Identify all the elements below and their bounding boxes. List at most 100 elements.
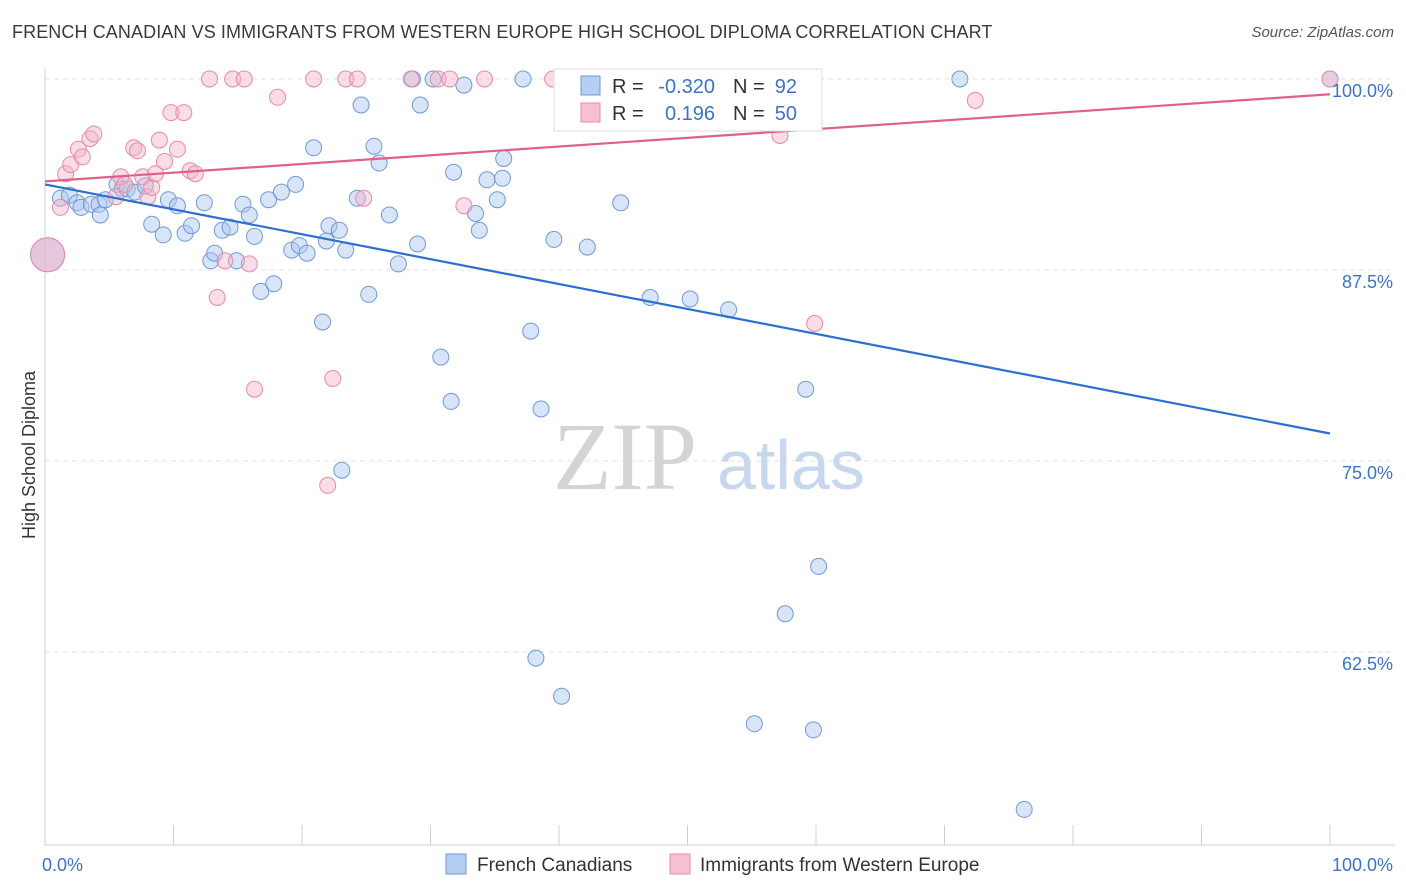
western-europe-point-25 <box>208 289 226 306</box>
french-canadian-point-79 <box>776 605 794 623</box>
y-axis-label: High School Diploma <box>19 370 39 539</box>
french-canadian-point-83 <box>951 70 969 88</box>
french-canadian-point-65 <box>514 70 532 88</box>
western-europe-point-30 <box>246 380 263 398</box>
western-europe-point-5 <box>73 148 91 166</box>
french-canadian-point-1 <box>51 189 69 207</box>
x-tick-labels: 0.0% 100.0% <box>42 855 1393 875</box>
source-label: Source: ZipAtlas.com <box>1251 24 1394 41</box>
legend-n-label-2: N = <box>733 103 765 125</box>
y-tick-label-3: 62.5% <box>1342 654 1393 674</box>
western-europe-point-47 <box>806 315 824 332</box>
french-canadian-point-69 <box>545 230 563 248</box>
x-tick-label-1: 100.0% <box>1332 855 1393 875</box>
french-canadian-point-25 <box>228 252 245 270</box>
legend-n-label-1: N = <box>733 76 765 98</box>
french-canadian-point-53 <box>411 96 429 114</box>
western-europe-point-21 <box>175 104 193 122</box>
western-europe-point-38 <box>402 70 420 88</box>
legend-r-label-1: R = <box>612 76 644 98</box>
french-canadian-point-70 <box>553 687 571 705</box>
western-europe-point-42 <box>476 70 493 88</box>
western-europe-point-39 <box>429 70 447 88</box>
french-canadian-point-54 <box>424 70 442 88</box>
bottom-legend-label-2: Immigrants from Western Europe <box>700 855 979 876</box>
french-canadian-point-28 <box>246 227 263 245</box>
western-europe-point-35 <box>337 70 355 88</box>
western-europe-point-24 <box>201 70 218 88</box>
french-canadian-point-64 <box>495 150 513 167</box>
western-europe-point-34 <box>324 370 342 387</box>
legend-r-value-1: -0.320 <box>658 76 715 98</box>
french-canadian-point-58 <box>455 76 473 94</box>
western-europe-point-12 <box>129 142 146 160</box>
watermark: ZIP atlas <box>553 403 865 510</box>
french-canadian-point-60 <box>470 221 488 239</box>
french-canadian-point-72 <box>578 238 596 256</box>
trend-line-french-canadians <box>44 183 1331 435</box>
bottom-legend-label-1: French Canadians <box>477 855 632 876</box>
french-canadian-point-27 <box>240 206 258 224</box>
french-canadian-point-46 <box>360 285 378 303</box>
western-europe-point-18 <box>156 153 173 170</box>
french-canadian-point-38 <box>314 313 332 331</box>
western-europe-point-49 <box>1321 70 1339 88</box>
y-tick-labels: 100.0% 87.5% 75.0% 62.5% <box>1332 81 1393 674</box>
french-canadian-point-36 <box>298 244 316 262</box>
western-europe-point-0 <box>30 237 66 273</box>
french-canadian-point-32 <box>272 183 290 201</box>
trend-lines <box>44 93 1331 435</box>
french-canadian-point-14 <box>143 215 161 233</box>
y-tick-label-1: 87.5% <box>1342 272 1393 292</box>
legend-r-value-2: 0.196 <box>665 103 715 125</box>
legend-n-value-2: 50 <box>775 103 797 125</box>
y-tick-label-2: 75.0% <box>1342 463 1393 483</box>
french-canadian-point-29 <box>252 282 270 300</box>
legend-box: R = -0.320 N = 92 R = 0.196 N = 50 <box>553 68 823 132</box>
french-canadian-point-56 <box>442 392 460 410</box>
western-europe-point-40 <box>441 70 459 88</box>
western-europe-point-1 <box>51 198 69 216</box>
french-canadian-point-31 <box>265 275 283 293</box>
western-europe-point-15 <box>143 179 161 196</box>
grid <box>45 78 1395 653</box>
western-europe-point-37 <box>355 189 373 207</box>
french-canadian-point-19 <box>183 217 200 235</box>
french-canadian-point-52 <box>409 235 427 253</box>
french-canadian-point-34 <box>287 175 305 193</box>
french-canadian-point-62 <box>488 191 506 209</box>
french-canadian-point-67 <box>527 649 545 667</box>
y-tick-label-0: 100.0% <box>1332 81 1393 101</box>
western-europe-point-2 <box>57 165 75 183</box>
western-europe-point-48 <box>966 91 984 109</box>
western-europe-point-41 <box>455 197 473 215</box>
western-europe-point-33 <box>319 476 337 494</box>
western-europe-point-26 <box>216 252 234 270</box>
x-tick-label-0: 0.0% <box>42 855 83 875</box>
french-canadian-point-84 <box>1015 800 1033 818</box>
western-europe-point-7 <box>85 125 103 143</box>
legend-n-value-1: 92 <box>775 76 797 98</box>
bottom-legend: French Canadians Immigrants from Western… <box>445 853 979 876</box>
french-canadian-point-57 <box>445 163 463 181</box>
western-europe-point-19 <box>162 104 180 122</box>
bottom-legend-swatch-blue <box>445 853 467 875</box>
french-canadian-point-20 <box>195 194 213 212</box>
watermark-atlas: atlas <box>717 426 865 504</box>
french-canadian-point-68 <box>532 400 550 418</box>
legend-r-label-2: R = <box>612 103 644 125</box>
french-canadian-point-45 <box>352 96 370 114</box>
western-europe-point-23 <box>186 165 204 183</box>
western-europe-point-31 <box>269 88 287 106</box>
western-europe-point-29 <box>240 255 258 273</box>
french-canadian-point-73 <box>612 194 630 212</box>
french-canadian-point-66 <box>522 322 540 340</box>
western-europe-point-27 <box>224 70 242 88</box>
western-europe-point-28 <box>235 70 253 88</box>
french-canadian-point-4 <box>72 198 90 216</box>
french-canadian-point-55 <box>432 348 450 366</box>
french-canadian-point-30 <box>260 191 278 209</box>
chart-title: FRENCH CANADIAN VS IMMIGRANTS FROM WESTE… <box>12 22 993 42</box>
french-canadian-point-37 <box>305 139 323 157</box>
french-canadian-point-49 <box>380 206 398 224</box>
